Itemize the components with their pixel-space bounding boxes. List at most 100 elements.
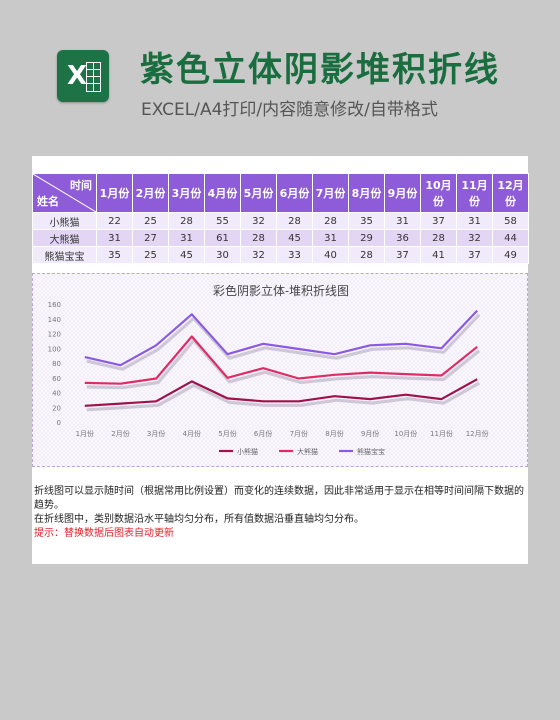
value-cell[interactable]: 30 — [204, 246, 241, 264]
row-name-cell[interactable]: 大熊猫 — [32, 229, 97, 247]
value-cell[interactable]: 32 — [240, 212, 277, 230]
row-name-cell[interactable]: 熊猫宝宝 — [32, 246, 97, 264]
table-corner-header: 时间 姓名 — [32, 173, 97, 213]
month-header[interactable]: 8月份 — [348, 173, 385, 213]
value-cell[interactable]: 28 — [168, 212, 205, 230]
value-cell[interactable]: 45 — [276, 229, 313, 247]
month-header[interactable]: 6月份 — [276, 173, 313, 213]
x-tick-label: 4月份 — [183, 429, 201, 438]
y-tick-label: 80 — [52, 360, 61, 368]
month-header[interactable]: 1月份 — [96, 173, 133, 213]
month-header[interactable]: 9月份 — [384, 173, 421, 213]
chart-title: 彩色阴影立体-堆积折线图 — [213, 283, 349, 298]
chart-area[interactable]: 彩色阴影立体-堆积折线图 0 20 40 60 80 100 120 140 160 1月份 2月份 3… — [32, 273, 528, 467]
y-tick-label: 20 — [52, 404, 61, 412]
value-cell[interactable]: 25 — [132, 212, 169, 230]
table-row: 大熊猫 31 27 31 61 28 45 31 29 36 28 32 44 — [32, 229, 529, 247]
legend-label: 大熊猫 — [297, 447, 318, 456]
value-cell[interactable]: 35 — [96, 246, 133, 264]
x-tick-label: 10月份 — [394, 429, 417, 438]
x-tick-label: 9月份 — [361, 429, 379, 438]
data-table: 时间 姓名 1月份 2月份 3月份 4月份 5月份 6月份 7月份 8月份 9月份 10月份 11月份 1… — [32, 173, 529, 264]
value-cell[interactable]: 31 — [312, 229, 349, 247]
y-tick-label: 160 — [48, 301, 61, 309]
month-header[interactable]: 10月份 — [420, 173, 457, 213]
value-cell[interactable]: 41 — [420, 246, 457, 264]
corner-time-label: 时间 — [70, 179, 92, 192]
value-cell[interactable]: 35 — [348, 212, 385, 230]
stacked-line-chart: 彩色阴影立体-堆积折线图 0 20 40 60 80 100 120 140 160 1月份 2月份 3… — [48, 283, 489, 456]
x-tick-label: 11月份 — [430, 429, 453, 438]
value-cell[interactable]: 29 — [348, 229, 385, 247]
value-cell[interactable]: 61 — [204, 229, 241, 247]
description-line-2: 在折线图中，类别数据沿水平轴均匀分布，所有值数据沿垂直轴均匀分布。 — [34, 514, 364, 525]
value-cell[interactable]: 27 — [132, 229, 169, 247]
page-subtitle: EXCEL/A4打印/内容随意修改/自带格式 — [141, 100, 438, 120]
series-shadow — [86, 313, 481, 371]
x-tick-label: 1月份 — [76, 429, 94, 438]
x-tick-label: 6月份 — [254, 429, 272, 438]
corner-name-label: 姓名 — [37, 195, 59, 208]
x-tick-label: 5月份 — [218, 429, 236, 438]
legend-label: 熊猫宝宝 — [357, 447, 385, 456]
value-cell[interactable]: 44 — [492, 229, 529, 247]
row-name-cell[interactable]: 小熊猫 — [32, 212, 97, 230]
value-cell[interactable]: 40 — [312, 246, 349, 264]
page-title: 紫色立体阴影堆积折线 — [140, 50, 500, 90]
value-cell[interactable]: 31 — [456, 212, 493, 230]
y-tick-label: 120 — [48, 331, 61, 339]
header: X 紫色立体阴影堆积折线 EXCEL/A4打印/内容随意修改/自带格式 — [0, 0, 560, 150]
series-shadow — [86, 338, 481, 390]
spreadsheet: 时间 姓名 1月份 2月份 3月份 4月份 5月份 6月份 7月份 8月份 9月份 10月份 11月份 1… — [32, 156, 529, 564]
value-cell[interactable]: 49 — [492, 246, 529, 264]
legend-label: 小熊猫 — [237, 447, 258, 456]
month-header[interactable]: 7月份 — [312, 173, 349, 213]
y-tick-label: 60 — [52, 375, 61, 383]
value-cell[interactable]: 31 — [384, 212, 421, 230]
value-cell[interactable]: 36 — [384, 229, 421, 247]
value-cell[interactable]: 28 — [276, 212, 313, 230]
value-cell[interactable]: 37 — [420, 212, 457, 230]
value-cell[interactable]: 28 — [348, 246, 385, 264]
value-cell[interactable]: 37 — [384, 246, 421, 264]
y-tick-label: 40 — [52, 390, 61, 398]
value-cell[interactable]: 45 — [168, 246, 205, 264]
series-line — [84, 335, 478, 385]
y-tick-label: 140 — [48, 316, 61, 324]
x-tick-label: 3月份 — [147, 429, 165, 438]
value-cell[interactable]: 31 — [168, 229, 205, 247]
series-shadow — [86, 381, 480, 412]
value-cell[interactable]: 58 — [492, 212, 529, 230]
value-cell[interactable]: 55 — [204, 212, 241, 230]
value-cell[interactable]: 33 — [276, 246, 313, 264]
month-header[interactable]: 2月份 — [132, 173, 169, 213]
table-row: 小熊猫 22 25 28 55 32 28 28 35 31 37 31 58 — [32, 212, 529, 230]
value-cell[interactable]: 28 — [240, 229, 277, 247]
x-tick-label: 2月份 — [111, 429, 129, 438]
value-cell[interactable]: 28 — [312, 212, 349, 230]
value-cell[interactable]: 25 — [132, 246, 169, 264]
description: 折线图可以显示随时间（根据常用比例设置）而变化的连续数据，因此非常适用于显示在相… — [34, 485, 528, 541]
y-tick-label: 0 — [57, 419, 61, 427]
excel-icon: X — [57, 50, 109, 102]
month-header[interactable]: 4月份 — [204, 173, 241, 213]
y-tick-label: 100 — [48, 345, 61, 353]
value-cell[interactable]: 31 — [96, 229, 133, 247]
value-cell[interactable]: 37 — [456, 246, 493, 264]
month-header[interactable]: 12月份 — [492, 173, 529, 213]
description-line-1: 折线图可以显示随时间（根据常用比例设置）而变化的连续数据，因此非常适用于显示在相… — [34, 486, 524, 511]
month-header[interactable]: 11月份 — [456, 173, 493, 213]
series-line — [84, 378, 478, 407]
value-cell[interactable]: 32 — [240, 246, 277, 264]
value-cell[interactable]: 32 — [456, 229, 493, 247]
month-header[interactable]: 3月份 — [168, 173, 205, 213]
table-row: 熊猫宝宝 35 25 45 30 32 33 40 28 37 41 37 49 — [32, 246, 529, 264]
x-tick-label: 8月份 — [325, 429, 343, 438]
month-header[interactable]: 5月份 — [240, 173, 277, 213]
update-tip: 提示：替换数据后图表自动更新 — [34, 528, 174, 539]
value-cell[interactable]: 28 — [420, 229, 457, 247]
series-line — [84, 309, 478, 367]
x-tick-label: 12月份 — [466, 429, 489, 438]
value-cell[interactable]: 22 — [96, 212, 133, 230]
x-tick-label: 7月份 — [290, 429, 308, 438]
